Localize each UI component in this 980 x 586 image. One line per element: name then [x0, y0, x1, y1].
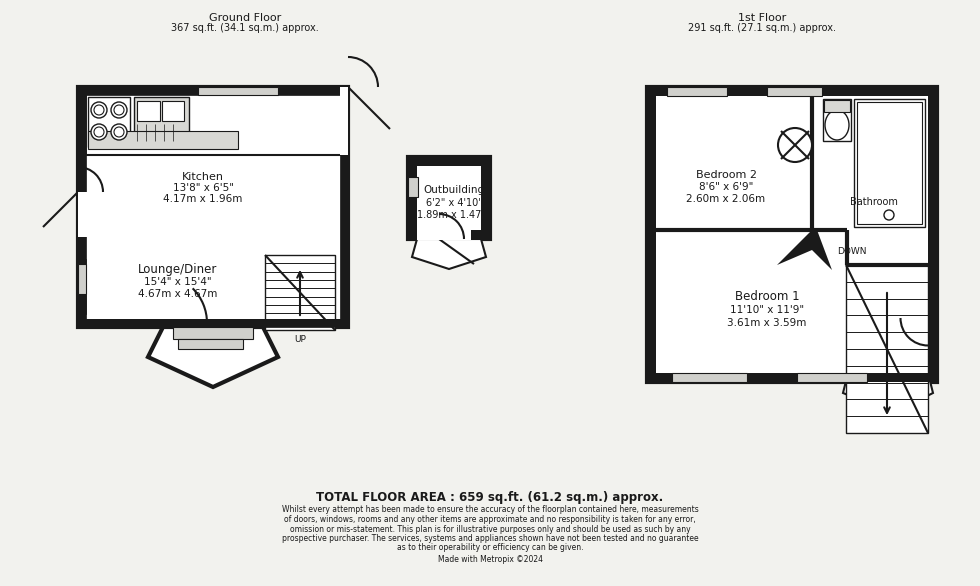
Text: prospective purchaser. The services, systems and appliances shown have not been : prospective purchaser. The services, sys…: [281, 534, 699, 543]
Text: as to their operability or efficiency can be given.: as to their operability or efficiency ca…: [397, 543, 583, 553]
Text: 8'6" x 6'9": 8'6" x 6'9": [699, 182, 754, 192]
Bar: [928, 87, 937, 382]
Text: Kitchen: Kitchen: [182, 172, 224, 182]
Bar: [857, 102, 922, 224]
Text: DOWN: DOWN: [837, 247, 866, 257]
Text: 15'4" x 15'4": 15'4" x 15'4": [144, 277, 212, 287]
Polygon shape: [148, 327, 278, 387]
Bar: [408, 157, 417, 239]
Bar: [854, 99, 925, 227]
Text: 1.89m x 1.47m: 1.89m x 1.47m: [417, 210, 491, 220]
Bar: [481, 157, 490, 239]
Bar: [265, 255, 335, 330]
Text: 4.17m x 1.96m: 4.17m x 1.96m: [164, 194, 243, 204]
Circle shape: [91, 124, 107, 140]
Bar: [647, 373, 937, 382]
Bar: [823, 99, 851, 141]
Bar: [78, 319, 158, 327]
Bar: [198, 87, 278, 95]
Bar: [824, 100, 850, 112]
Bar: [78, 87, 86, 155]
Bar: [340, 87, 348, 155]
Bar: [88, 131, 238, 149]
Text: 3.61m x 3.59m: 3.61m x 3.59m: [727, 318, 807, 328]
Bar: [162, 101, 184, 121]
Circle shape: [114, 105, 124, 115]
Text: 11'10" x 11'9": 11'10" x 11'9": [730, 305, 804, 315]
Text: Whilst every attempt has been made to ensure the accuracy of the floorplan conta: Whilst every attempt has been made to en…: [281, 506, 699, 515]
Text: 13'8" x 6'5": 13'8" x 6'5": [172, 183, 233, 193]
Polygon shape: [412, 239, 486, 269]
Text: Bedroom 1: Bedroom 1: [735, 291, 800, 304]
Bar: [408, 230, 490, 239]
Bar: [340, 87, 348, 155]
Circle shape: [94, 105, 104, 115]
Bar: [408, 157, 490, 239]
Bar: [797, 373, 867, 382]
Polygon shape: [777, 230, 832, 270]
Ellipse shape: [825, 110, 849, 140]
Bar: [78, 87, 348, 327]
Bar: [78, 259, 86, 314]
Bar: [228, 319, 348, 327]
Circle shape: [94, 127, 104, 137]
Text: 2.60m x 2.06m: 2.60m x 2.06m: [686, 194, 765, 204]
Bar: [340, 87, 348, 327]
Bar: [173, 327, 253, 339]
Text: 367 sq.ft. (34.1 sq.m.) approx.: 367 sq.ft. (34.1 sq.m.) approx.: [172, 23, 318, 33]
Bar: [78, 87, 86, 327]
Bar: [78, 192, 88, 237]
Bar: [137, 101, 160, 121]
Text: 6'2" x 4'10": 6'2" x 4'10": [425, 198, 482, 208]
Bar: [647, 87, 656, 382]
Circle shape: [111, 102, 127, 118]
Bar: [767, 87, 822, 96]
Bar: [647, 87, 937, 96]
Bar: [134, 97, 189, 147]
Text: 1st Floor: 1st Floor: [738, 13, 786, 23]
Text: TOTAL FLOOR AREA : 659 sq.ft. (61.2 sq.m.) approx.: TOTAL FLOOR AREA : 659 sq.ft. (61.2 sq.m…: [317, 490, 663, 503]
Text: Bathroom: Bathroom: [850, 197, 898, 207]
Text: 4.67m x 4.67m: 4.67m x 4.67m: [138, 289, 218, 299]
Bar: [846, 265, 928, 433]
Bar: [78, 264, 86, 294]
Circle shape: [114, 127, 124, 137]
Bar: [417, 230, 471, 240]
Polygon shape: [843, 373, 933, 413]
Circle shape: [91, 102, 107, 118]
Bar: [672, 373, 747, 382]
Bar: [178, 339, 243, 349]
Bar: [78, 87, 348, 95]
Bar: [78, 319, 348, 327]
Text: UP: UP: [294, 335, 306, 343]
Bar: [88, 97, 130, 147]
Text: of doors, windows, rooms and any other items are approximate and no responsibili: of doors, windows, rooms and any other i…: [284, 515, 696, 524]
Bar: [408, 157, 490, 166]
Text: Outbuilding: Outbuilding: [423, 185, 484, 195]
Text: 291 sq.ft. (27.1 sq.m.) approx.: 291 sq.ft. (27.1 sq.m.) approx.: [688, 23, 836, 33]
Bar: [667, 87, 727, 96]
Bar: [647, 87, 937, 382]
Circle shape: [111, 124, 127, 140]
Text: Bedroom 2: Bedroom 2: [696, 170, 757, 180]
Bar: [78, 319, 348, 327]
Bar: [408, 177, 418, 197]
Text: Lounge/Diner: Lounge/Diner: [138, 264, 218, 277]
Text: Made with Metropix ©2024: Made with Metropix ©2024: [437, 556, 543, 564]
Text: omission or mis-statement. This plan is for illustrative purposes only and shoul: omission or mis-statement. This plan is …: [290, 524, 690, 533]
Circle shape: [884, 210, 894, 220]
Circle shape: [778, 128, 812, 162]
Text: Ground Floor: Ground Floor: [209, 13, 281, 23]
